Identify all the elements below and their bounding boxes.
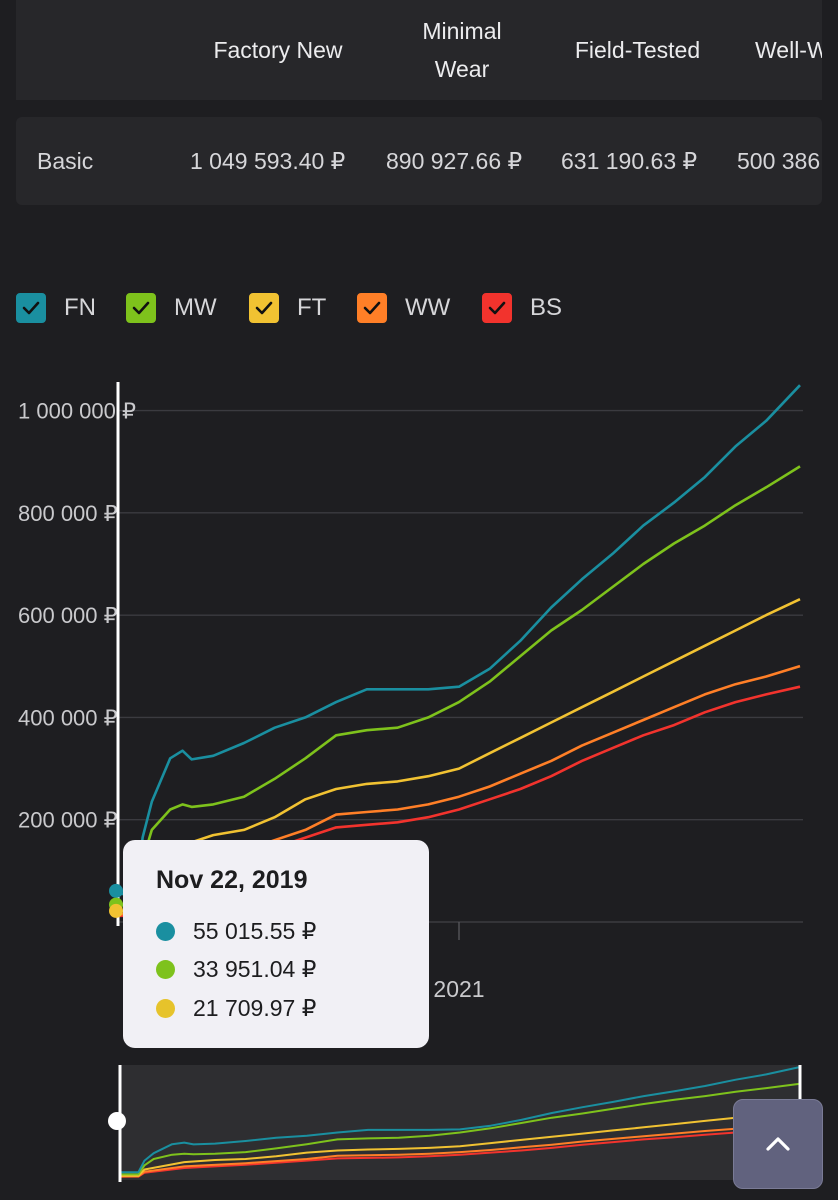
y-tick-label: 600 000 ₽ — [18, 603, 118, 628]
legend-checkbox-ft[interactable] — [249, 293, 279, 323]
table-header-row: Factory New Minimal Wear Field-Tested We… — [16, 0, 822, 100]
tooltip-date: Nov 22, 2019 — [156, 866, 308, 894]
tooltip-ft-value: 21 709.97 ₽ — [193, 994, 317, 1021]
table-header-minimal-wear: Minimal Wear — [422, 18, 502, 82]
legend-item-mw[interactable]: MW — [126, 288, 217, 328]
legend-item-fn[interactable]: FN — [16, 288, 96, 328]
table-header-factory-new: Factory New — [213, 37, 343, 63]
tooltip-mw-value: 33 951.04 ₽ — [193, 955, 317, 982]
table-header-well-worn: Well-W — [755, 37, 822, 63]
table-row: Basic 1 049 593.40 ₽ 890 927.66 ₽ 631 19… — [16, 117, 822, 205]
checkmark-icon — [22, 301, 40, 315]
y-tick-label: 800 000 ₽ — [18, 501, 118, 526]
legend-label-mw: MW — [174, 294, 217, 321]
legend-label-fn: FN — [64, 294, 96, 321]
chart-tooltip: Nov 22, 2019 55 015.55 ₽ 33 951.04 ₽ 21 … — [123, 840, 429, 1048]
series-line-fn — [118, 384, 801, 896]
cell-field-tested: 631 190.63 ₽ — [561, 147, 698, 174]
legend-checkbox-bs[interactable] — [482, 293, 512, 323]
tooltip-item-ft: 21 709.97 ₽ — [156, 993, 316, 1023]
cell-well-worn: 500 386 — [737, 147, 821, 174]
checkmark-icon — [363, 301, 381, 315]
table-header-field-tested: Field-Tested — [574, 37, 701, 63]
cell-factory-new: 1 049 593.40 ₽ — [190, 147, 346, 174]
checkmark-icon — [255, 301, 273, 315]
y-tick-label: 400 000 ₽ — [18, 705, 118, 730]
legend-label-ww: WW — [405, 294, 451, 321]
legend-label-bs: BS — [530, 294, 563, 321]
navigator-left-handle[interactable] — [108, 1112, 126, 1130]
y-tick-label: 1 000 000 ₽ — [18, 399, 136, 424]
legend-item-bs[interactable]: BS — [482, 288, 562, 328]
checkmark-icon — [488, 301, 506, 315]
tooltip-fn-dot — [156, 921, 175, 941]
checkmark-icon — [132, 301, 150, 315]
chevron-up-icon — [766, 1137, 790, 1151]
legend-label-ft: FT — [297, 294, 327, 321]
legend-checkbox-fn[interactable] — [16, 293, 46, 323]
tooltip-mw-dot — [156, 959, 175, 979]
line-chart[interactable]: 200 000 ₽ 400 000 ₽ 600 000 ₽ 800 000 ₽ 1 00… — [0, 370, 838, 1200]
y-tick-label: 200 000 ₽ — [18, 808, 118, 833]
tooltip-fn-value: 55 015.55 ₽ — [193, 917, 317, 944]
hover-marker-ft — [109, 903, 123, 918]
navigator-line-ft — [120, 1110, 801, 1177]
navigator-line-fn — [120, 1066, 801, 1174]
row-label: Basic — [37, 147, 94, 174]
x-tick-label: 2021 — [433, 976, 484, 1002]
scroll-to-top-button[interactable] — [733, 1099, 823, 1189]
legend-checkbox-mw[interactable] — [126, 293, 156, 323]
hover-marker-fn — [109, 883, 123, 898]
tooltip-item-mw: 33 951.04 ₽ — [156, 954, 316, 984]
legend-item-ww[interactable]: WW — [357, 288, 450, 328]
series-line-mw — [118, 465, 801, 906]
navigator-line-bs — [119, 1128, 801, 1178]
series-line-ft — [117, 598, 801, 913]
navigator-line-mw — [120, 1082, 801, 1176]
tooltip-ft-dot — [156, 998, 175, 1018]
tooltip-item-fn: 55 015.55 ₽ — [156, 916, 316, 946]
navigator-line-ww — [119, 1124, 801, 1178]
legend-checkbox-ww[interactable] — [357, 293, 387, 323]
legend-item-ft[interactable]: FT — [249, 288, 326, 328]
cell-minimal-wear: 890 927.66 ₽ — [386, 147, 523, 174]
table-header-empty — [16, 0, 166, 100]
